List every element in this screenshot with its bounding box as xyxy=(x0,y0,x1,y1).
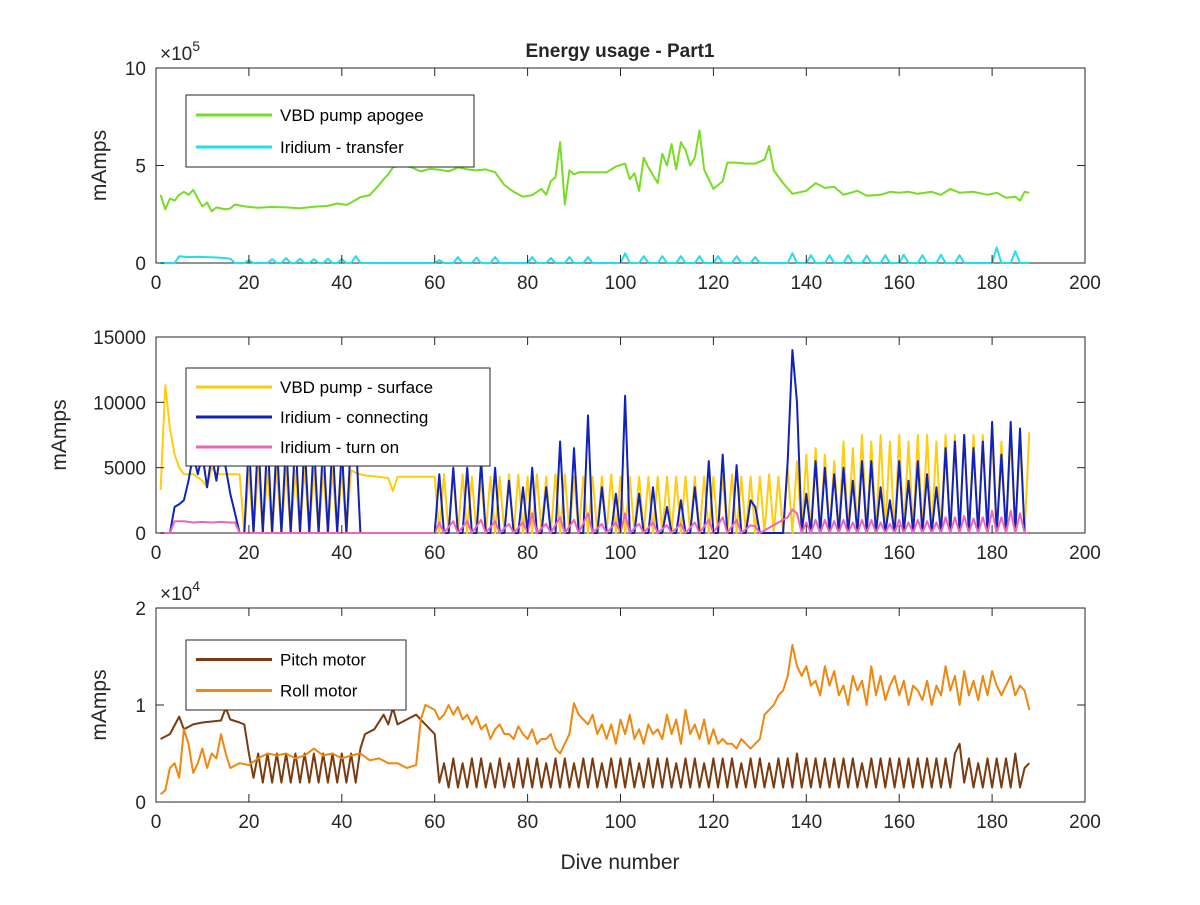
y-tick-label-3-2: 2 xyxy=(135,599,146,620)
x-tick-label-1-9: 180 xyxy=(976,273,1008,294)
legend-3: Pitch motor Roll motor xyxy=(185,639,407,711)
legend-2: VBD pump - surface Iridium - connecting Ir… xyxy=(185,367,491,467)
legend-label-1-1: VBD pump apogee xyxy=(280,106,424,125)
x-tick-label-1-0: 0 xyxy=(151,273,162,294)
x-tick-label-3-4: 80 xyxy=(517,812,538,833)
legend-label-2-2: Iridium - connecting xyxy=(280,408,428,427)
y-exponent-1: ×105 xyxy=(160,38,200,65)
x-tick-label-1-7: 140 xyxy=(790,273,822,294)
y-tick-label-1-0: 0 xyxy=(135,254,146,275)
legend-label-2-1: VBD pump - surface xyxy=(280,378,433,397)
x-tick-label-2-5: 100 xyxy=(605,543,637,564)
x-tick-label-3-5: 100 xyxy=(605,812,637,833)
legend-box-1 xyxy=(185,94,475,168)
legend-label-3-1: Pitch motor xyxy=(280,651,366,670)
x-tick-label-2-0: 0 xyxy=(151,543,162,564)
y-tick-label-3-1: 1 xyxy=(135,696,146,717)
x-tick-label-1-2: 40 xyxy=(331,273,352,294)
series-line-1-2 xyxy=(160,246,1030,264)
x-tick-label-2-8: 160 xyxy=(883,543,915,564)
x-tick-label-3-3: 60 xyxy=(424,812,445,833)
x-tick-label-3-6: 120 xyxy=(698,812,730,833)
x-tick-label-1-1: 20 xyxy=(238,273,259,294)
x-tick-label-3-2: 40 xyxy=(331,812,352,833)
x-tick-label-2-9: 180 xyxy=(976,543,1008,564)
legend-label-3-2: Roll motor xyxy=(280,682,358,701)
y-axis-label-2: mAmps xyxy=(48,399,71,470)
legend-label-1-2: Iridium - transfer xyxy=(280,138,404,157)
y-tick-label-2-2: 10000 xyxy=(93,393,146,414)
x-axis-label: Dive number xyxy=(560,851,679,874)
series-line-3-1 xyxy=(160,706,1031,789)
x-tick-label-3-8: 160 xyxy=(883,812,915,833)
x-tick-label-3-10: 200 xyxy=(1069,812,1101,833)
panel-1: 0 20 40 60 80 100 120 140 160 180 200 0 5 10 ×105 mAmps… xyxy=(88,38,1101,294)
legend-label-2-3: Iridium - turn on xyxy=(280,438,399,457)
y-exponent-3: ×104 xyxy=(160,578,200,605)
panel-3: 0 20 40 60 80 100 120 140 160 180 200 0 1 2 ×104 mAmps P… xyxy=(88,578,1101,833)
x-tick-label-2-2: 40 xyxy=(331,543,352,564)
y-tick-label-2-3: 15000 xyxy=(93,328,146,349)
x-tick-label-2-10: 200 xyxy=(1069,543,1101,564)
y-axis-label-3: mAmps xyxy=(88,669,111,740)
y-axis-label-1: mAmps xyxy=(88,130,111,201)
x-tick-label-3-7: 140 xyxy=(790,812,822,833)
x-tick-label-2-1: 20 xyxy=(238,543,259,564)
y-tick-label-2-1: 5000 xyxy=(104,459,146,480)
x-tick-label-1-6: 120 xyxy=(698,273,730,294)
legend-box-3 xyxy=(185,639,407,711)
x-tick-label-2-6: 120 xyxy=(698,543,730,564)
y-tick-label-1-2: 10 xyxy=(125,59,146,80)
x-tick-label-1-10: 200 xyxy=(1069,273,1101,294)
x-tick-label-2-3: 60 xyxy=(424,543,445,564)
x-tick-label-1-3: 60 xyxy=(424,273,445,294)
series-line-3-2 xyxy=(159,643,1031,795)
panel-2: 0 20 40 60 80 100 120 140 160 180 200 0 5000 10000 150… xyxy=(48,328,1101,564)
y-tick-label-3-0: 0 xyxy=(135,793,146,814)
x-tick-label-3-9: 180 xyxy=(976,812,1008,833)
x-tick-label-3-0: 0 xyxy=(151,812,162,833)
x-tick-label-3-1: 20 xyxy=(238,812,259,833)
series-line-1-1 xyxy=(159,129,1030,213)
x-tick-label-1-5: 100 xyxy=(605,273,637,294)
chart-title: Energy usage - Part1 xyxy=(525,41,714,62)
x-tick-label-1-4: 80 xyxy=(517,273,538,294)
y-tick-label-2-0: 0 xyxy=(135,524,146,545)
legend-1: VBD pump apogee Iridium - transfer xyxy=(185,94,475,168)
x-tick-label-2-4: 80 xyxy=(517,543,538,564)
x-tick-label-1-8: 160 xyxy=(883,273,915,294)
series-line-2-3 xyxy=(160,508,1030,534)
x-tick-label-2-7: 140 xyxy=(790,543,822,564)
y-tick-label-1-1: 5 xyxy=(135,157,146,178)
